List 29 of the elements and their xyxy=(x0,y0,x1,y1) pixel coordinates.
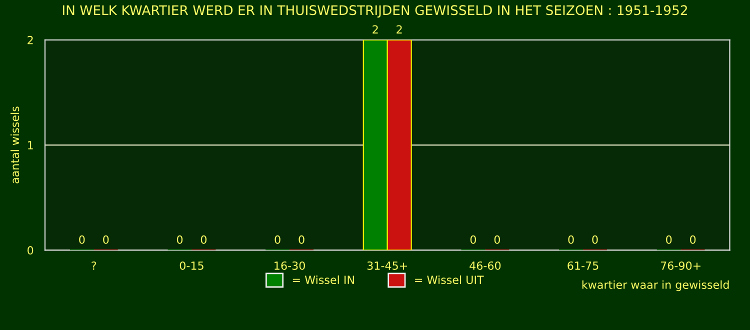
y-tick-label: 0 xyxy=(28,246,34,255)
x-tick-label: 16-30 xyxy=(274,261,305,270)
legend-label: = Wissel UIT xyxy=(415,275,484,284)
y-tick-label: 1 xyxy=(28,141,33,150)
x-tick-label: 0-15 xyxy=(180,261,204,270)
data-label: 0 xyxy=(176,235,183,244)
data-label: 0 xyxy=(568,235,574,244)
x-tick-label: 46-60 xyxy=(470,261,501,270)
data-label: 0 xyxy=(690,235,696,244)
x-tick-label: 76-90+ xyxy=(660,261,700,270)
data-label: 2 xyxy=(372,25,378,34)
data-label: 0 xyxy=(298,235,304,244)
chart-title: IN WELK KWARTIER WERD ER IN THUISWEDSTRIJDEN GEWISSELD IN HET SEIZOEN : 1951-1952 xyxy=(62,5,687,18)
data-label: 0 xyxy=(103,235,109,244)
x-tick-label: ? xyxy=(92,261,96,270)
data-label: 0 xyxy=(79,235,85,244)
x-tick-label: 31-45+ xyxy=(367,261,407,270)
y-tick-label: 2 xyxy=(28,36,33,44)
data-label: 0 xyxy=(200,235,207,244)
legend-label: = Wissel IN xyxy=(292,275,354,284)
y-axis-title: aantal wissels xyxy=(10,106,20,184)
data-label: 0 xyxy=(666,235,672,244)
data-label: 2 xyxy=(396,25,402,34)
data-label: 0 xyxy=(470,235,476,244)
data-label: 0 xyxy=(592,235,598,244)
x-tick-label: 61-75 xyxy=(568,261,598,270)
data-label: 0 xyxy=(274,235,280,244)
data-label: 0 xyxy=(494,235,500,244)
x-axis-title: kwartier waar in gewisseld xyxy=(582,280,729,292)
